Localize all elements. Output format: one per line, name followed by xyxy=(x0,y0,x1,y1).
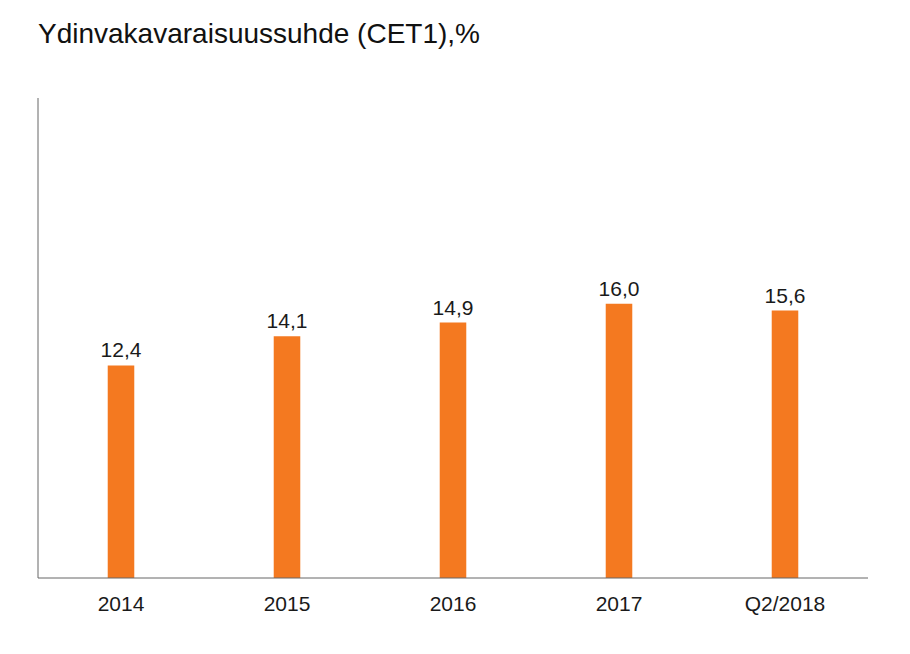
svg-text:2017: 2017 xyxy=(596,592,643,615)
svg-text:2014: 2014 xyxy=(98,592,145,615)
svg-text:16,0: 16,0 xyxy=(599,277,640,300)
svg-text:2015: 2015 xyxy=(264,592,311,615)
svg-text:14,1: 14,1 xyxy=(267,309,308,332)
svg-text:14,9: 14,9 xyxy=(433,296,474,319)
svg-text:Q2/2018: Q2/2018 xyxy=(745,592,826,615)
svg-text:15,6: 15,6 xyxy=(765,284,806,307)
svg-text:12,4: 12,4 xyxy=(101,338,142,361)
svg-text:2016: 2016 xyxy=(430,592,477,615)
html-text:Ydinvakavaraisuussuhde (CET1),: Ydinvakavaraisuussuhde (CET1),% xyxy=(38,18,480,49)
